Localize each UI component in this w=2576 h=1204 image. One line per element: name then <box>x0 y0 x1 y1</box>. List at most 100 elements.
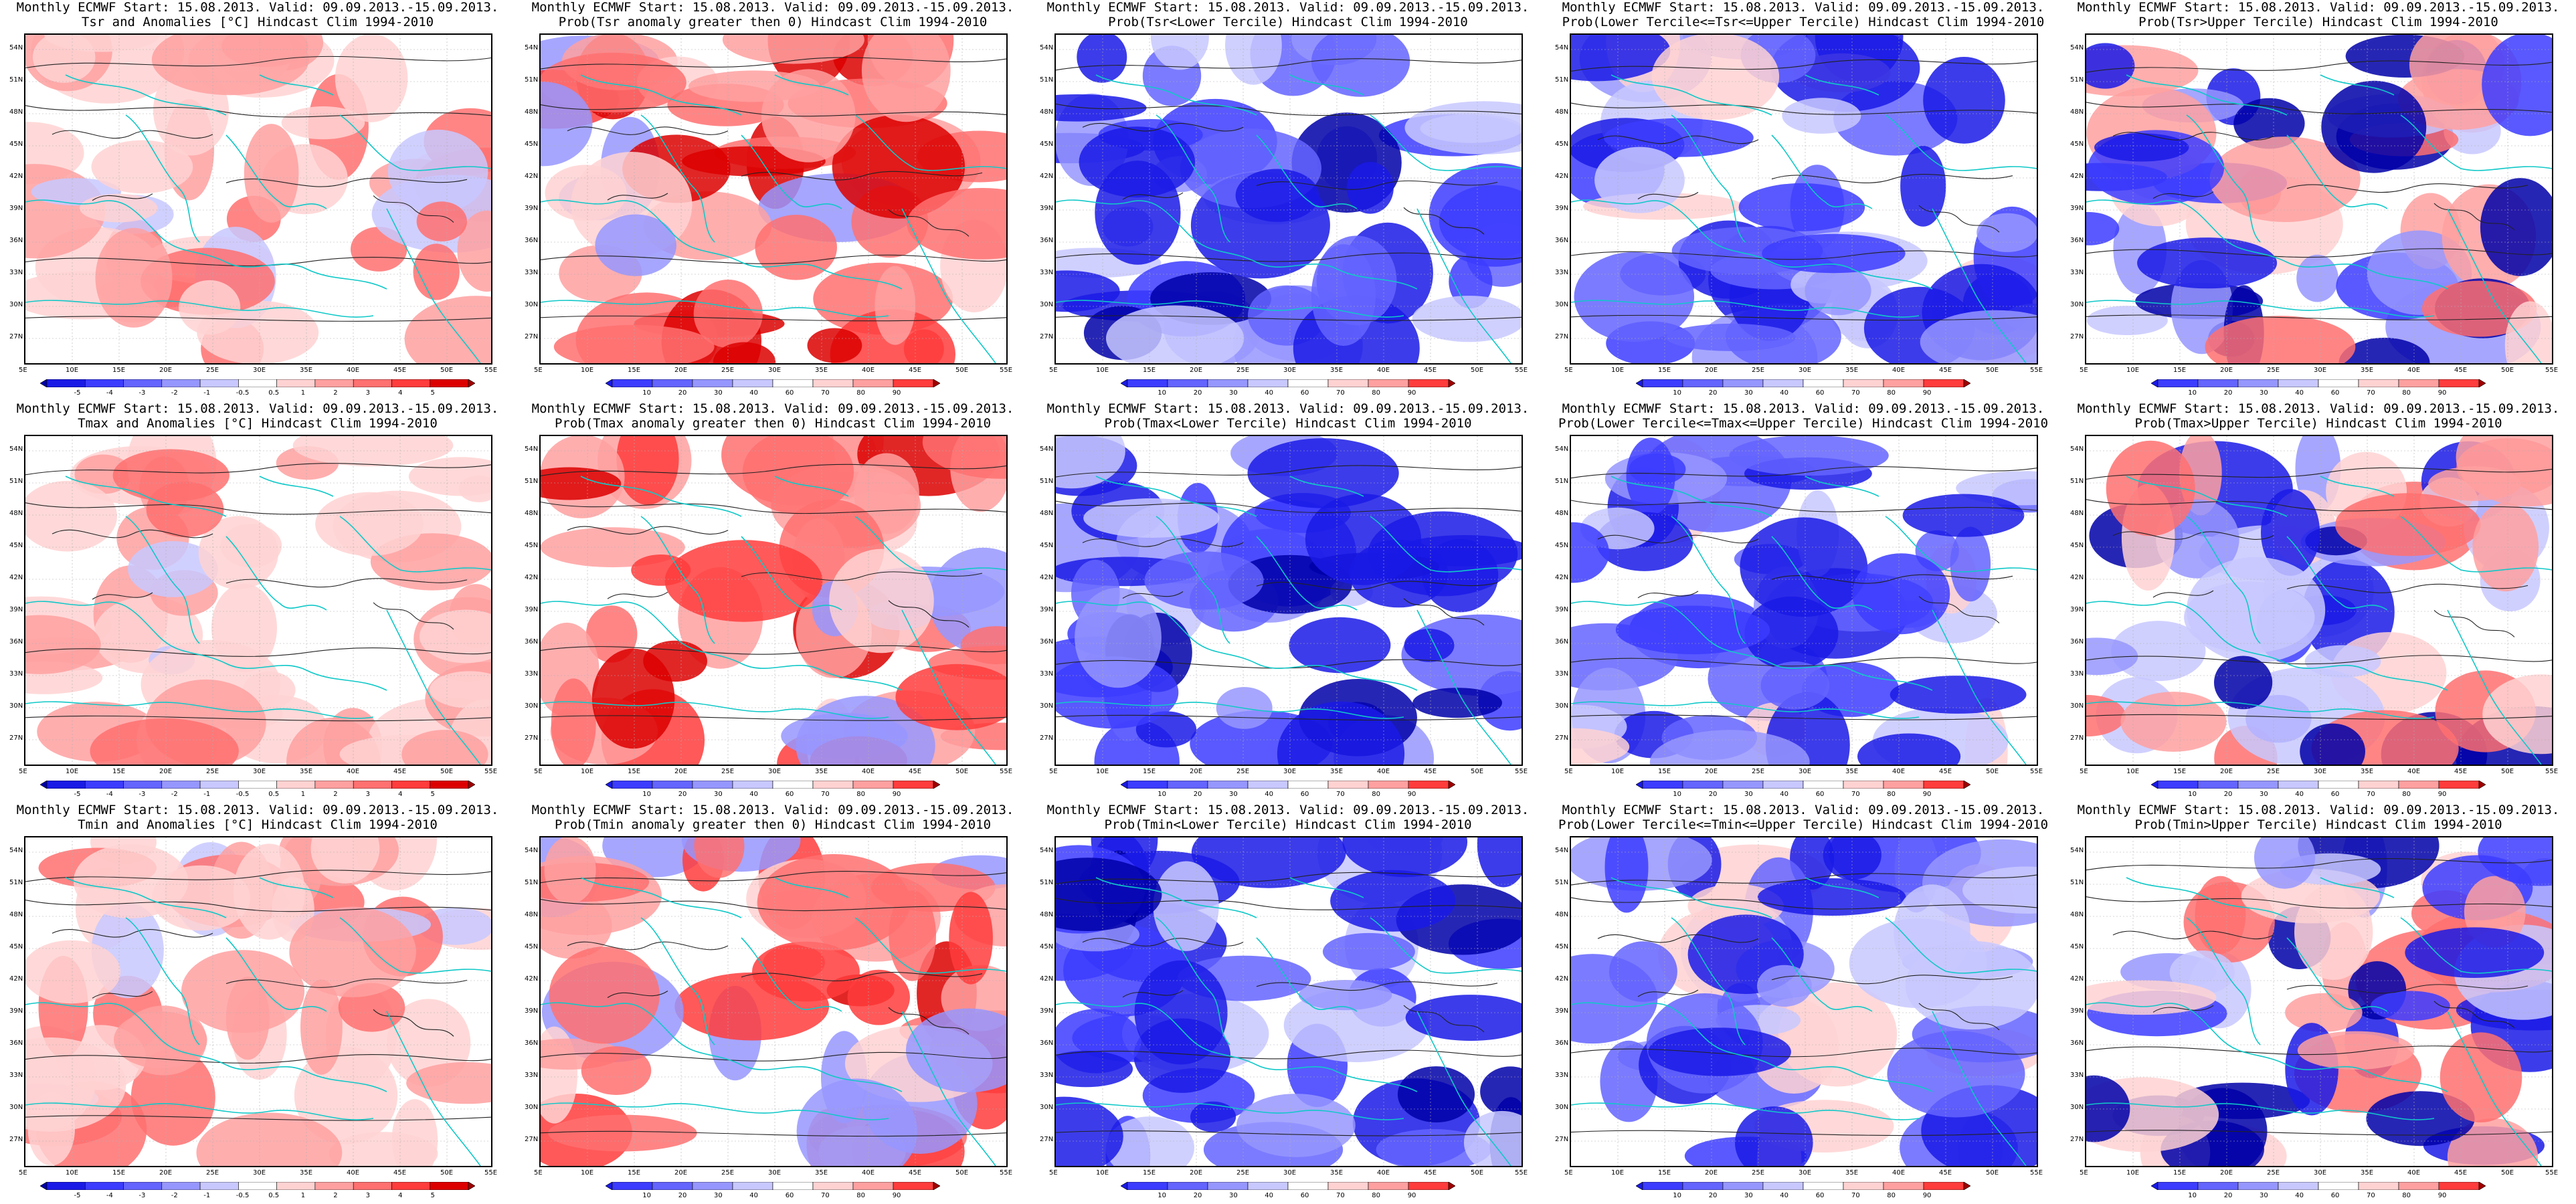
latitude-label: 48N <box>1040 108 1054 116</box>
contour-line <box>2112 531 2274 540</box>
latitude-label: 33N <box>9 269 23 276</box>
colorbar-swatch <box>852 1181 894 1191</box>
latitude-label: 45N <box>9 943 23 950</box>
colorbar-swatch <box>652 1181 693 1191</box>
colorbar-label: 40 <box>2295 1192 2304 1199</box>
contour-line <box>52 529 213 538</box>
colorbar <box>2150 1181 2486 1191</box>
colorbar-swatch <box>1167 780 1208 789</box>
coastline <box>1370 516 1522 573</box>
contour-line <box>1571 314 2037 321</box>
colorbar-swatch <box>1368 780 1409 789</box>
coastline <box>541 300 889 318</box>
longitude-label: 45E <box>393 768 407 775</box>
coastline <box>1056 1102 1404 1120</box>
shaded-region <box>2137 237 2278 289</box>
latitude-label: 48N <box>525 510 539 517</box>
map-svg <box>25 436 491 765</box>
colorbar-swatch <box>692 379 733 388</box>
shaded-region <box>742 436 854 514</box>
contour-line <box>741 171 983 181</box>
colorbar-swatch <box>812 780 854 789</box>
coastline <box>25 601 387 691</box>
colorbar <box>605 379 941 388</box>
longitude-label: 55E <box>1000 1169 1013 1177</box>
coastline <box>1611 74 1772 116</box>
contour-line <box>541 57 1006 70</box>
colorbar-swatch <box>391 1181 431 1191</box>
panel-title-line-2: Prob(Lower Tercile<=Tsr<=Upper Tercile) … <box>1562 15 2045 29</box>
shaded-region <box>591 648 675 749</box>
colorbar-label: 90 <box>892 1192 901 1199</box>
longitude-label: 50E <box>2501 1169 2514 1177</box>
panel-title-line-1: Monthly ECMWF Start: 15.08.2013. Valid: … <box>16 0 499 15</box>
longitude-label: 45E <box>2454 1169 2468 1177</box>
colorbar-label: 20 <box>1193 791 1202 798</box>
colorbar-label: 40 <box>1780 791 1789 798</box>
latitude-label: 36N <box>525 638 539 645</box>
contour-line <box>1597 934 1759 943</box>
coastline <box>65 74 227 116</box>
latitude-label: 36N <box>2070 638 2084 645</box>
latitude-label: 30N <box>9 301 23 308</box>
colorbar-swatch <box>2478 780 2486 789</box>
colorbar-swatch <box>391 379 431 388</box>
panel-title-line-2: Prob(Tsr anomaly greater then 0) Hindcas… <box>558 15 988 29</box>
colorbar-swatch <box>812 379 854 388</box>
shaded-region <box>2504 301 2552 363</box>
coastline <box>65 877 227 918</box>
colorbar-swatch <box>123 379 163 388</box>
colorbar-swatch <box>692 1181 733 1191</box>
longitude-label: 40E <box>347 1169 360 1177</box>
longitude-label: 45E <box>1939 367 1952 374</box>
longitude-label: 15E <box>112 768 126 775</box>
longitude-label: 30E <box>1799 367 1812 374</box>
longitude-label: 15E <box>1658 1169 1671 1177</box>
latitude-label: 27N <box>525 333 539 340</box>
colorbar-swatch <box>605 1181 613 1191</box>
shaded-region <box>1920 310 2037 363</box>
colorbar-label: 60 <box>785 1192 794 1199</box>
latitude-label: 39N <box>1555 205 1569 212</box>
contour-line <box>2086 60 2552 73</box>
shaded-region <box>310 837 380 884</box>
latitude-label: 36N <box>2070 237 2084 244</box>
colorbar-label: 10 <box>642 791 652 798</box>
shaded-region <box>91 140 193 194</box>
coastline <box>339 917 491 974</box>
colorbar-swatch <box>1368 1181 1409 1191</box>
colorbar-swatch <box>1127 1181 1168 1191</box>
latitude-label: 48N <box>1040 911 1054 918</box>
latitude-label: 30N <box>1040 1104 1054 1111</box>
colorbar-label: 30 <box>1229 389 1238 397</box>
latitude-label: 39N <box>525 205 539 212</box>
colorbar-swatch <box>238 780 277 789</box>
colorbar-swatch <box>2197 1181 2239 1191</box>
colorbar-swatch <box>2237 1181 2279 1191</box>
longitude-label: 30E <box>253 768 266 775</box>
colorbar-swatch <box>314 379 354 388</box>
colorbar-label: 10 <box>1673 791 1682 798</box>
colorbar-swatch <box>276 780 316 789</box>
contour-line <box>1056 1049 1522 1060</box>
shaded-region <box>1571 522 1610 583</box>
shaded-region <box>2254 837 2316 889</box>
contour-line <box>1571 500 2037 512</box>
shaded-region <box>1760 662 1830 710</box>
colorbar-swatch <box>1682 379 1724 388</box>
colorbar-label: 1 <box>300 389 306 397</box>
colorbar-label: 20 <box>2223 389 2233 397</box>
coastline <box>541 701 889 719</box>
shaded-region <box>1608 941 1677 1002</box>
shaded-region <box>2086 43 2135 89</box>
colorbar-swatch <box>893 1181 934 1191</box>
shaded-region <box>300 979 343 1075</box>
colorbar-swatch <box>430 780 469 789</box>
shaded-region <box>2111 621 2206 682</box>
panel-title-line-2: Prob(Tsr<Lower Tercile) Hindcast Clim 19… <box>1108 15 1468 29</box>
latitude-label: 33N <box>9 670 23 678</box>
map-svg <box>1056 837 1522 1166</box>
longitude-label: 10E <box>2126 768 2140 775</box>
colorbar-label: -2 <box>171 389 178 397</box>
shaded-region <box>196 1112 343 1166</box>
